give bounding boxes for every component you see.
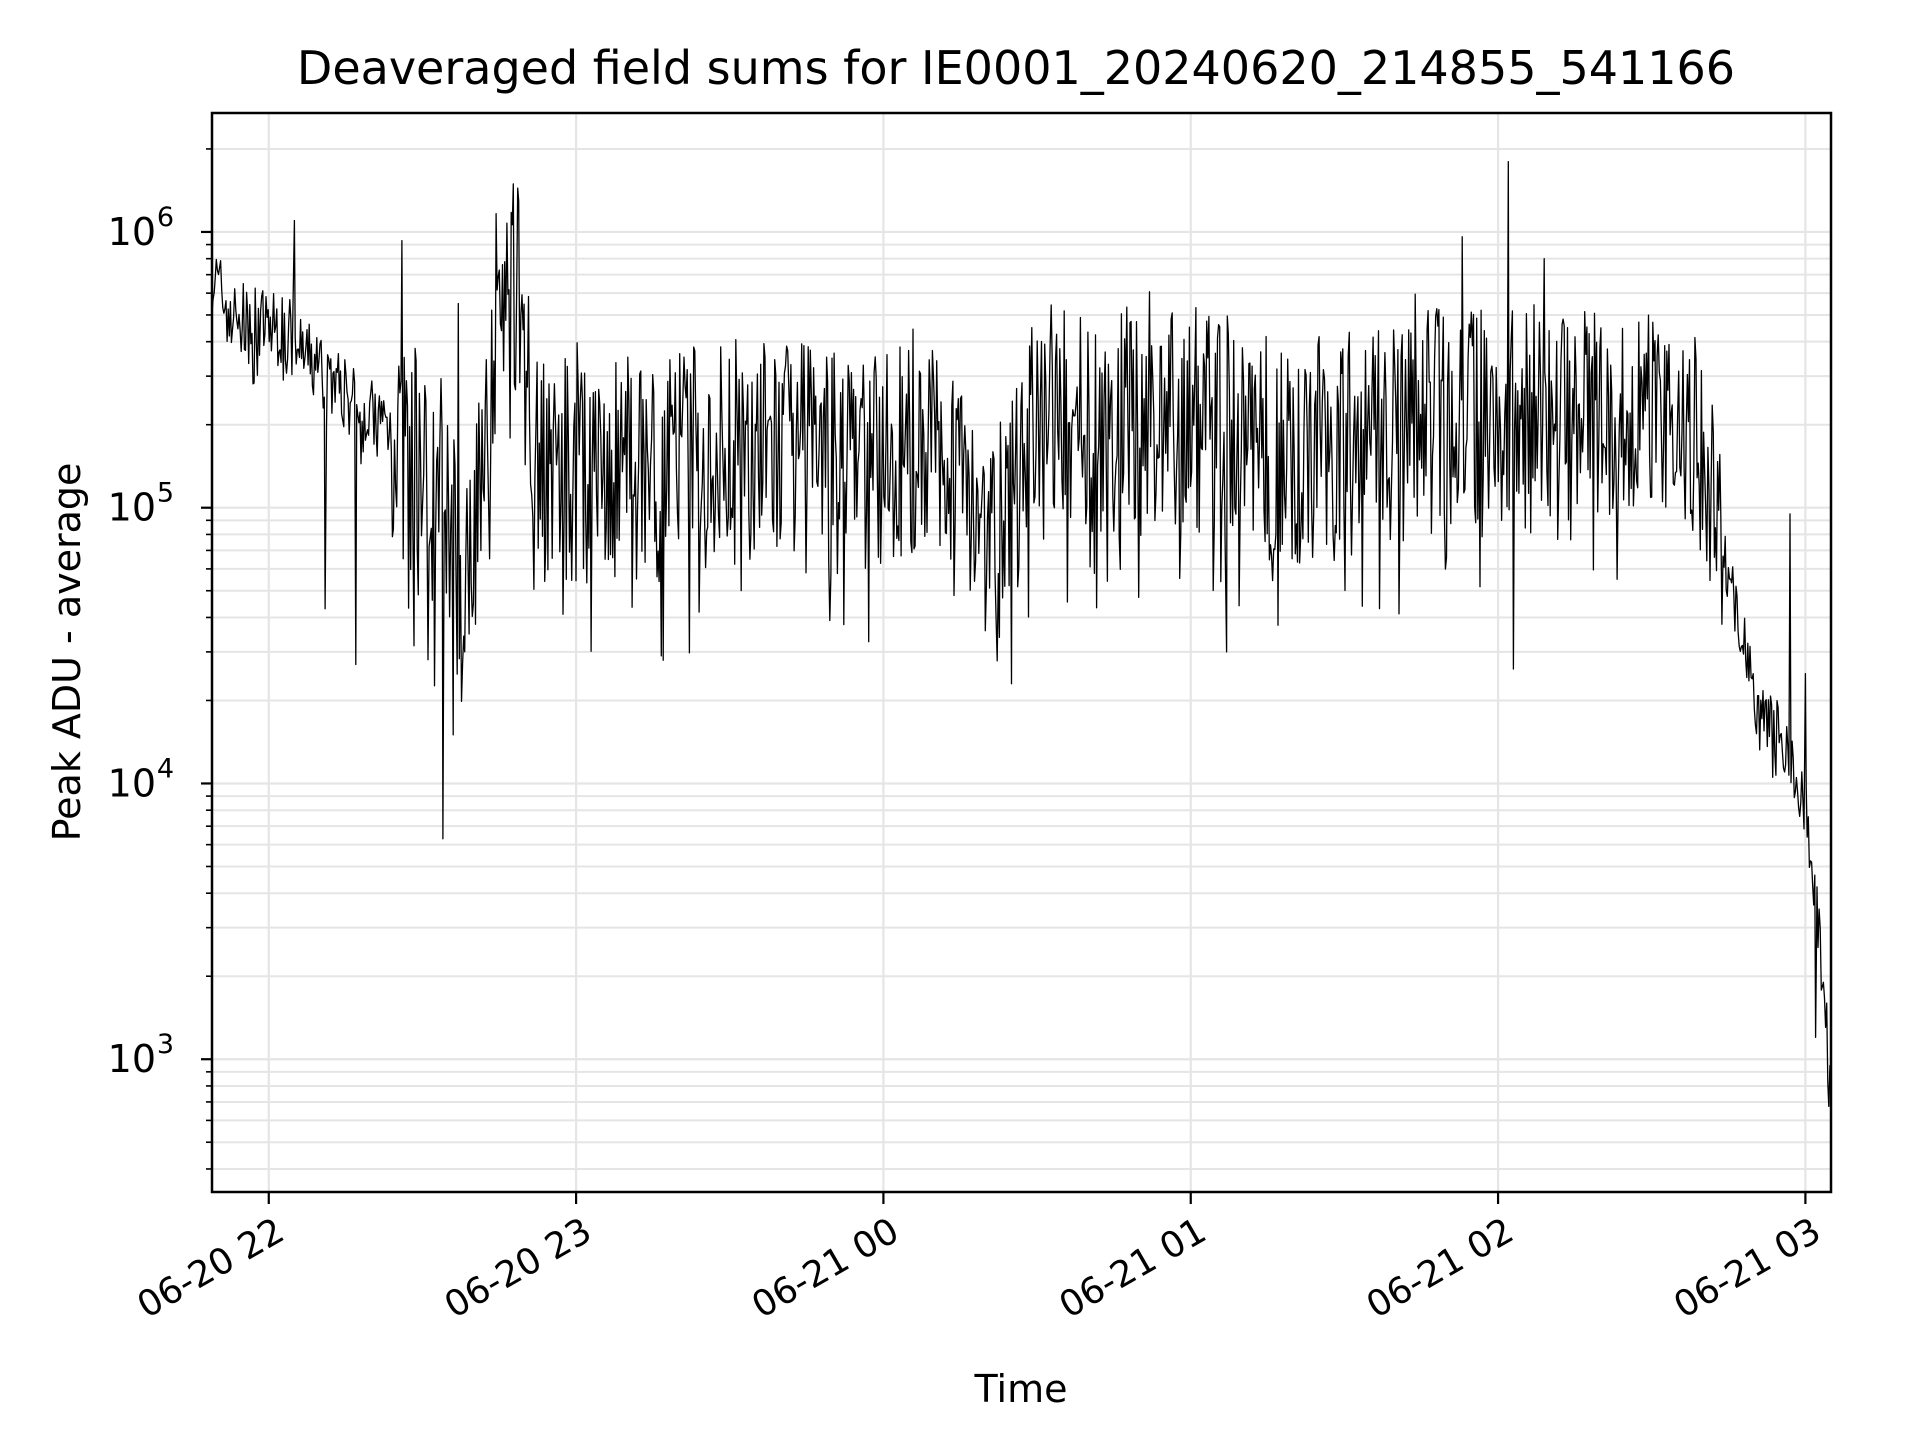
y-tick-label-exponent: 6 <box>157 202 174 233</box>
chart-title: Deaveraged field sums for IE0001_2024062… <box>297 41 1735 95</box>
data-series-line <box>212 160 1831 1107</box>
y-tick-label: 10 <box>108 761 156 805</box>
y-tick-label: 10 <box>108 1037 156 1081</box>
x-tick-label: 06-21 01 <box>1053 1210 1214 1326</box>
grid-layer <box>212 113 1831 1192</box>
x-tick-label: 06-21 03 <box>1667 1210 1828 1326</box>
y-tick-label-exponent: 5 <box>157 478 174 509</box>
y-tick-label: 10 <box>108 486 156 530</box>
data-line-layer <box>212 160 1831 1107</box>
y-tick-label: 10 <box>108 210 156 254</box>
x-axis-ticks: 06-20 22 06-20 23 06-21 00 06-21 01 06-21 02… <box>131 1192 1828 1327</box>
y-tick-label-exponent: 3 <box>157 1029 174 1060</box>
x-tick-label: 06-21 02 <box>1360 1210 1521 1326</box>
y-axis-label: Peak ADU - average <box>45 463 89 842</box>
x-axis-label: Time <box>974 1367 1068 1411</box>
x-tick-label: 06-21 00 <box>745 1210 906 1326</box>
y-tick-label-exponent: 4 <box>157 753 174 784</box>
x-tick-label: 06-20 23 <box>438 1210 599 1326</box>
x-tick-label: 06-20 22 <box>131 1210 292 1326</box>
